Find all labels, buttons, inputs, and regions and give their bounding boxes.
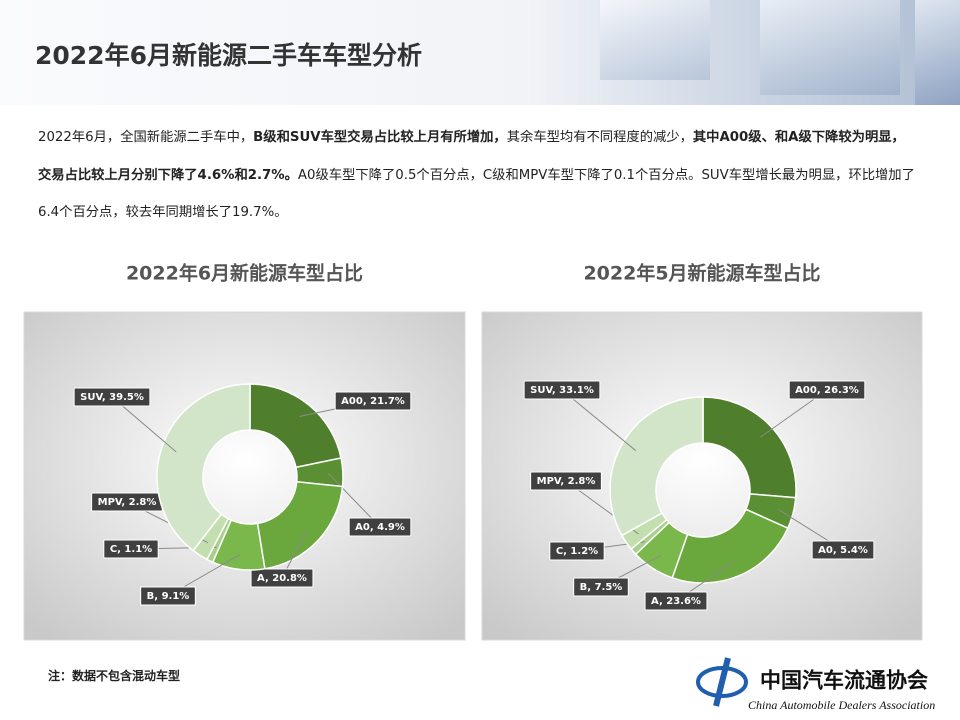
data-label-box	[348, 517, 412, 537]
chart-title: 2022年5月新能源车型占比	[583, 262, 820, 285]
data-label-text: SUV, 33.1%	[530, 385, 594, 396]
data-label-text: A, 23.6%	[651, 596, 701, 607]
donut-slice	[609, 396, 704, 537]
data-label-box	[788, 380, 866, 400]
data-label: C, 1.1%	[103, 539, 159, 559]
data-label-box	[334, 391, 412, 411]
data-label-text: B, 7.5%	[580, 582, 623, 593]
logo-stroke	[713, 657, 731, 707]
donut-slice	[156, 383, 251, 552]
data-label-box	[644, 591, 708, 611]
decor-cube	[915, 0, 960, 105]
logo-name: 中国汽车流通协会	[760, 668, 928, 693]
leader-line	[561, 389, 637, 451]
paragraph-segment: A0级车型下降了0.5个百分点，C级和MPV车型下降了0.1个百分点。SUV车型…	[38, 167, 915, 221]
data-label: A, 23.6%	[644, 591, 708, 611]
data-label-box	[73, 387, 151, 407]
data-label: A0, 5.4%	[811, 540, 875, 560]
decor-cube	[600, 0, 710, 80]
data-label-text: A, 20.8%	[257, 573, 307, 584]
data-label: B, 7.5%	[573, 577, 629, 597]
data-label-text: A00, 21.7%	[341, 396, 405, 407]
paragraph-segment: 其中A00级、和A级下降较为明显，交易占比较上月分别下降了4.6%和2.7%。	[38, 130, 905, 183]
data-label: A00, 21.7%	[334, 391, 412, 411]
paragraph-segment: 2022年6月，全国新能源二手车中，	[38, 130, 254, 145]
data-label: SUV, 39.5%	[73, 387, 151, 407]
data-label-box	[103, 539, 159, 559]
decor-cube	[760, 0, 900, 95]
data-label-box	[523, 380, 601, 400]
data-label-text: A00, 26.3%	[795, 385, 859, 396]
data-label-text: MPV, 2.8%	[537, 476, 596, 487]
summary-paragraph: 2022年6月，全国新能源二手车中，B级和SUV车型交易占比较上月有所增加，其余…	[38, 119, 918, 232]
data-label-box	[140, 586, 196, 606]
data-label-text: A0, 4.9%	[355, 522, 405, 533]
footnote: 注：数据不包含混动车型	[48, 669, 181, 683]
data-label-text: SUV, 39.5%	[80, 392, 144, 403]
data-label: C, 1.2%	[549, 541, 605, 561]
data-label-text: A0, 5.4%	[818, 545, 868, 556]
data-label-text: C, 1.2%	[556, 546, 598, 557]
data-label: A0, 4.9%	[348, 517, 412, 537]
header-band	[0, 0, 960, 105]
data-label-box	[811, 540, 875, 560]
donut-slice	[702, 396, 797, 499]
data-label-text: B, 9.1%	[147, 591, 190, 602]
data-label-text: C, 1.1%	[110, 544, 152, 555]
data-label: A, 20.8%	[250, 568, 314, 588]
data-label: MPV, 2.8%	[91, 492, 163, 512]
donut-slice	[256, 480, 344, 570]
data-label: SUV, 33.1%	[523, 380, 601, 400]
data-label: A00, 26.3%	[788, 380, 866, 400]
donut-slice	[671, 508, 789, 584]
data-label-box	[573, 577, 629, 597]
logo: 中国汽车流通协会 China Automobile Dealers Associ…	[696, 657, 935, 712]
chart-title: 2022年6月新能源车型占比	[126, 262, 363, 285]
logo-english: China Automobile Dealers Association	[748, 698, 935, 712]
paragraph-segment: B级和SUV车型交易占比较上月有所增加，	[253, 130, 507, 145]
chart-background	[23, 311, 466, 641]
paragraph-segment: 其余车型均有不同程度的减少，	[506, 130, 693, 145]
slide-title: 2022年6月新能源二手车车型分析	[35, 41, 422, 70]
data-label: MPV, 2.8%	[530, 471, 602, 491]
logo-ring	[696, 666, 748, 698]
data-label-box	[250, 568, 314, 588]
data-label: B, 9.1%	[140, 586, 196, 606]
data-label-box	[549, 541, 605, 561]
data-label-text: MPV, 2.8%	[98, 497, 157, 508]
data-label-box	[530, 471, 602, 491]
